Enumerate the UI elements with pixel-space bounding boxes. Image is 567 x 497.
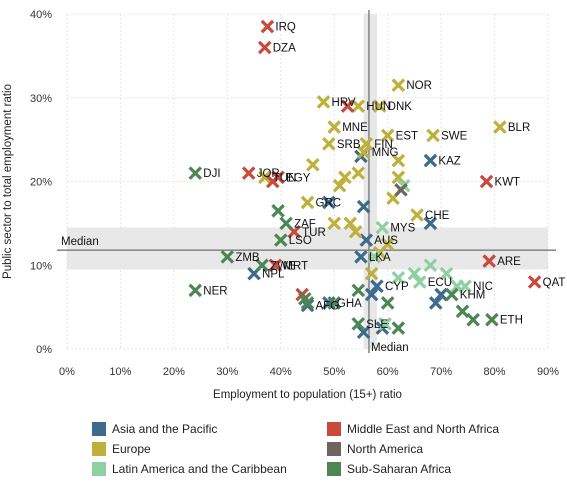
x-tick-label: 60% (377, 366, 399, 378)
point-label: GHA (337, 298, 362, 310)
point-label: BLR (508, 122, 530, 134)
x-tick-label: 20% (163, 366, 185, 378)
legend-label: Middle East and North Africa (347, 422, 499, 436)
legend-label: Latin America and the Caribbean (112, 462, 287, 476)
point-label: SRB (337, 139, 361, 151)
legend-label: North America (347, 442, 423, 456)
point-label: KWT (495, 177, 521, 189)
median-y-label: Median (61, 236, 99, 248)
data-point (308, 160, 317, 169)
data-point (303, 198, 312, 207)
point-label: DJI (203, 168, 220, 180)
data-point (191, 169, 200, 178)
data-point (394, 81, 403, 90)
legend-item: Sub-Saharan Africa (327, 462, 451, 476)
x-tick-label: 10% (109, 366, 131, 378)
point-label: KAZ (438, 156, 460, 168)
x-tick-label: 40% (270, 366, 292, 378)
data-point (458, 307, 467, 316)
x-axis-label: Employment to population (15+) ratio (213, 389, 402, 401)
legend-label: Sub-Saharan Africa (347, 462, 451, 476)
legend-label: Europe (112, 442, 151, 456)
x-tick-label: 50% (323, 366, 345, 378)
legend-swatch (92, 462, 106, 476)
axis-ticks: 0% 10% 20% 30% 40% 50% 60% 70% 80% 90% 0% 10% 20% 30%… (30, 9, 559, 378)
data-point (263, 22, 272, 31)
point-label: LSO (289, 235, 312, 247)
point-label: IRQ (275, 22, 296, 34)
legend-item: Middle East and North Africa (327, 422, 499, 436)
data-point (469, 315, 478, 324)
y-tick-label: 20% (30, 177, 52, 189)
data-point (354, 286, 363, 295)
point-label: LKA (369, 252, 391, 264)
point-label: NER (203, 285, 227, 297)
point-label: GRC (316, 197, 342, 209)
legend-swatch (92, 422, 106, 436)
point-label: MYS (390, 223, 415, 235)
point-label: KHM (460, 290, 486, 302)
point-label: AUS (374, 235, 398, 247)
point-label: QAT (543, 277, 566, 289)
legend-swatch (327, 462, 341, 476)
point-label: ETH (500, 315, 523, 327)
point-label: ARE (497, 256, 521, 268)
legend-swatch (327, 442, 341, 456)
point-label: CYP (385, 281, 409, 293)
legend-swatch (92, 442, 106, 456)
y-tick-label: 30% (30, 93, 52, 105)
median-x-label: Median (371, 342, 409, 354)
y-tick-label: 10% (30, 260, 52, 272)
x-tick-label: 70% (430, 366, 452, 378)
point-label: ZAF (294, 218, 316, 230)
legend-swatch (327, 422, 341, 436)
point-label: ECU (428, 277, 452, 289)
legend-item: Latin America and the Caribbean (92, 462, 287, 476)
point-label: AFG (316, 300, 340, 312)
point-label: MNE (342, 122, 368, 134)
x-tick-label: 90% (537, 366, 559, 378)
y-tick-label: 40% (30, 9, 52, 21)
data-point (426, 156, 435, 165)
point-label: NOR (406, 80, 432, 92)
data-point (244, 169, 253, 178)
data-point (394, 324, 403, 333)
data-point (191, 286, 200, 295)
scatter-chart: LKANPLAFGAUSCYPKAZGHANORHUNDNKHRVMNESRB F… (0, 0, 567, 420)
point-label: MNG (372, 147, 399, 159)
point-label: ZMB (235, 252, 260, 264)
data-point (354, 169, 363, 178)
x-tick-label: 0% (59, 366, 75, 378)
data-point (319, 97, 328, 106)
point-label: ZWE (270, 260, 296, 272)
legend-label: Asia and the Pacific (112, 422, 217, 436)
data-point (495, 123, 504, 132)
point-label: SWE (441, 130, 468, 142)
point-label: HRV (332, 97, 356, 109)
x-tick-label: 30% (216, 366, 238, 378)
legend-item: Asia and the Pacific (92, 422, 217, 436)
point-label: EGY (286, 172, 311, 184)
point-label: CHE (425, 210, 450, 222)
legend-item: Europe (92, 442, 151, 456)
data-point (413, 211, 422, 220)
data-point (260, 43, 269, 52)
x-tick-label: 80% (484, 366, 506, 378)
point-label: DZA (273, 43, 296, 55)
y-axis-label: Public sector to total employment ratio (2, 84, 14, 279)
data-point (282, 219, 291, 228)
point-label: JOR (257, 168, 280, 180)
point-label: EST (396, 130, 418, 142)
data-point (429, 131, 438, 140)
y-tick-label: 0% (36, 344, 52, 356)
point-label: DNK (388, 101, 413, 113)
point-label: SLE (366, 319, 388, 331)
legend-item: North America (327, 442, 423, 456)
data-point (324, 139, 333, 148)
data-point (530, 278, 539, 287)
